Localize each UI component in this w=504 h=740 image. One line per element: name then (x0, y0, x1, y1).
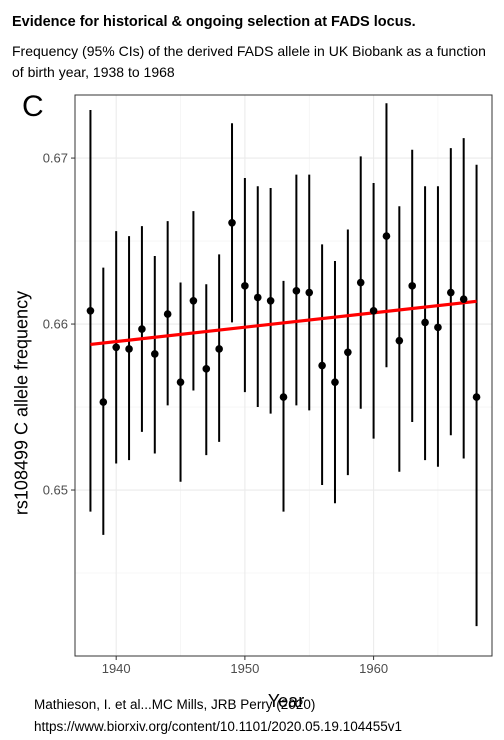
data-point (112, 343, 120, 352)
error-bars (89, 103, 478, 627)
y-tick-label: 0.65 (43, 483, 68, 498)
data-point (150, 350, 159, 358)
data-points (86, 219, 481, 406)
data-point (86, 306, 95, 315)
y-tick-label: 0.67 (43, 151, 68, 166)
data-point (215, 345, 223, 353)
plot-border (74, 94, 493, 657)
data-point (163, 310, 172, 318)
footer: Mathieson, I. et al...MC Mills, JRB Perr… (34, 694, 402, 738)
x-tick-label: 1960 (359, 661, 388, 676)
x-tick-label: 1950 (230, 661, 259, 676)
data-point (382, 232, 391, 240)
y-axis-label: rs108499 C allele frequency (11, 290, 32, 516)
data-point (279, 393, 288, 401)
data-point (99, 398, 108, 406)
x-tick-label: 1940 (102, 661, 131, 676)
data-point (434, 323, 442, 332)
data-point (369, 306, 378, 315)
data-point (459, 295, 468, 303)
data-point (331, 378, 339, 386)
data-point (356, 278, 365, 287)
panel-label: C (22, 90, 44, 123)
data-point (228, 219, 236, 227)
data-point (241, 282, 249, 290)
x-axis-ticks: 1940 1950 1960 (102, 656, 388, 676)
trend-line (90, 299, 477, 347)
data-point (408, 282, 417, 290)
y-tick-label: 0.66 (43, 317, 68, 332)
data-point (447, 288, 455, 297)
data-point (344, 348, 352, 357)
citation-text: Mathieson, I. et al...MC Mills, JRB Perr… (34, 697, 316, 712)
figure-title: Evidence for historical & ongoing select… (12, 14, 416, 30)
data-point (176, 378, 185, 386)
data-point (421, 318, 429, 327)
data-point (305, 288, 314, 297)
data-point (253, 293, 262, 302)
data-point (472, 393, 481, 401)
data-point (202, 365, 211, 373)
data-point (138, 325, 146, 333)
trend-line-group (90, 299, 477, 347)
data-point (189, 297, 198, 305)
data-point (318, 361, 326, 370)
y-axis-ticks: 0.65 0.66 0.67 (43, 151, 75, 498)
x-axis-label: Year (267, 691, 305, 711)
data-point (292, 287, 301, 295)
source-url: https://www.biorxiv.org/content/10.1101/… (34, 719, 403, 734)
data-point (395, 336, 404, 345)
data-point (125, 345, 133, 353)
data-point (266, 297, 275, 305)
figure-subtitle: Frequency (95% CIs) of the derived FADS … (12, 43, 486, 80)
